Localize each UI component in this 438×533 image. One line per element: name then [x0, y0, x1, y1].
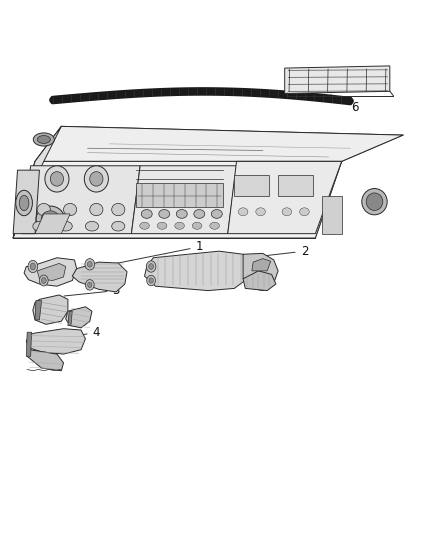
Text: 3: 3 [64, 284, 120, 297]
Ellipse shape [192, 222, 202, 229]
Ellipse shape [210, 222, 219, 229]
Ellipse shape [238, 208, 248, 216]
Ellipse shape [175, 222, 184, 229]
Ellipse shape [45, 166, 69, 192]
Ellipse shape [37, 135, 50, 143]
Bar [278, 174, 313, 197]
Ellipse shape [362, 189, 387, 215]
Ellipse shape [90, 172, 103, 186]
Ellipse shape [41, 278, 46, 284]
Ellipse shape [85, 221, 99, 231]
Polygon shape [26, 332, 32, 356]
Text: 6: 6 [331, 95, 359, 115]
Ellipse shape [84, 166, 109, 192]
Ellipse shape [147, 275, 155, 286]
Ellipse shape [33, 221, 46, 231]
Polygon shape [24, 258, 77, 286]
Polygon shape [26, 329, 85, 354]
Ellipse shape [194, 209, 205, 219]
Polygon shape [27, 350, 64, 371]
Bar [234, 174, 269, 197]
Ellipse shape [141, 209, 152, 219]
Ellipse shape [211, 209, 222, 219]
Text: 1: 1 [114, 240, 203, 264]
Ellipse shape [87, 262, 92, 267]
Polygon shape [322, 197, 342, 233]
Polygon shape [68, 311, 72, 326]
Polygon shape [37, 263, 66, 280]
Ellipse shape [90, 204, 103, 216]
Ellipse shape [112, 204, 125, 216]
Text: 4: 4 [51, 326, 100, 341]
Ellipse shape [19, 195, 29, 211]
Ellipse shape [85, 280, 94, 290]
Polygon shape [22, 166, 140, 233]
Polygon shape [35, 214, 70, 233]
Polygon shape [243, 271, 276, 290]
Polygon shape [285, 66, 390, 93]
Polygon shape [145, 251, 252, 290]
Polygon shape [35, 301, 42, 320]
Ellipse shape [256, 208, 265, 216]
Ellipse shape [33, 133, 54, 146]
Polygon shape [243, 253, 278, 290]
Ellipse shape [88, 282, 92, 287]
Polygon shape [228, 161, 342, 233]
Ellipse shape [64, 204, 77, 216]
Ellipse shape [59, 221, 72, 231]
Ellipse shape [28, 260, 38, 273]
Ellipse shape [37, 204, 50, 216]
Ellipse shape [36, 206, 65, 232]
Polygon shape [13, 161, 342, 238]
Polygon shape [131, 166, 237, 233]
Polygon shape [252, 259, 271, 271]
Polygon shape [66, 307, 92, 328]
Ellipse shape [146, 261, 156, 272]
Polygon shape [13, 170, 39, 233]
Ellipse shape [159, 209, 170, 219]
Ellipse shape [149, 278, 153, 283]
Ellipse shape [176, 209, 187, 219]
Polygon shape [13, 126, 61, 238]
Polygon shape [33, 295, 68, 324]
Ellipse shape [366, 193, 383, 211]
Ellipse shape [85, 259, 95, 270]
Ellipse shape [140, 222, 149, 229]
Ellipse shape [157, 222, 167, 229]
Ellipse shape [282, 208, 292, 216]
Ellipse shape [16, 190, 32, 216]
Ellipse shape [41, 211, 60, 228]
Ellipse shape [148, 264, 153, 269]
Ellipse shape [50, 172, 64, 186]
Text: 2: 2 [250, 245, 308, 257]
Polygon shape [72, 262, 127, 292]
Ellipse shape [39, 275, 48, 286]
Ellipse shape [112, 221, 125, 231]
Bar [136, 183, 223, 207]
Ellipse shape [300, 208, 309, 216]
Polygon shape [35, 126, 403, 161]
Ellipse shape [30, 263, 35, 270]
